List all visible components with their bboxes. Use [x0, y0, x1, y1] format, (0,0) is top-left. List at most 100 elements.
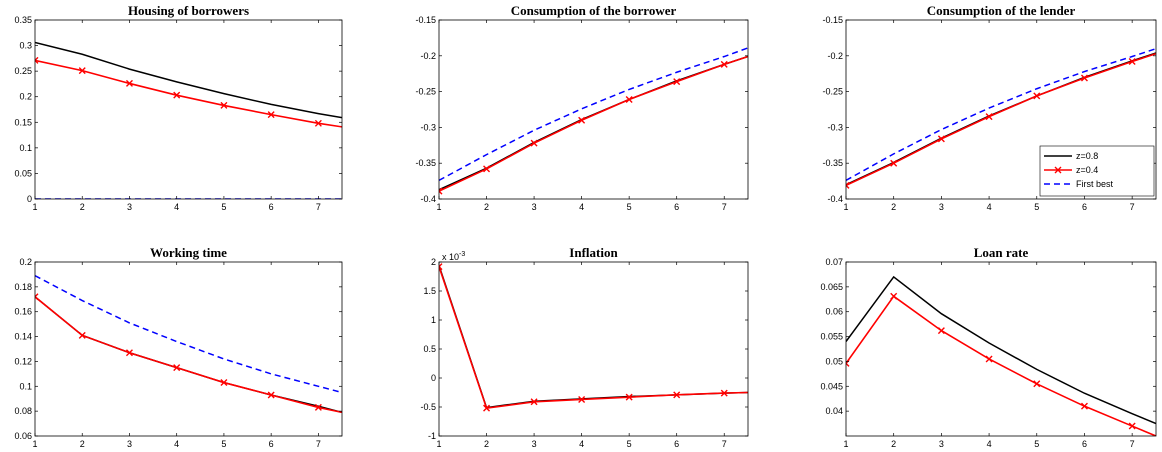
data-point-marker — [937, 135, 945, 143]
y-tick-label: 0.14 — [14, 332, 32, 342]
legend-label: First best — [1076, 179, 1114, 189]
data-point-marker — [173, 91, 181, 99]
x-tick-label: 5 — [627, 202, 632, 212]
axes-frame — [34, 19, 343, 200]
data-point-marker — [985, 113, 993, 121]
data-point-marker — [173, 364, 181, 372]
x-tick-label: 7 — [1130, 439, 1135, 449]
x-tick-label: 6 — [674, 202, 679, 212]
y-tick-label: 0.25 — [14, 66, 32, 76]
panel-title: Consumption of the lender — [927, 3, 1076, 18]
y-tick-label: -0.3 — [827, 122, 843, 132]
x-tick-label: 6 — [1082, 202, 1087, 212]
axis-exponent-power: -3 — [459, 251, 465, 258]
panel-title: Inflation — [569, 245, 618, 260]
data-point-marker — [314, 119, 322, 127]
data-point-marker — [220, 379, 228, 387]
series-line-z04 — [35, 296, 342, 414]
x-tick-label: 2 — [484, 439, 489, 449]
data-point-marker — [720, 389, 728, 397]
legend-label: z=0.8 — [1076, 151, 1098, 161]
y-tick-label: 1 — [431, 315, 436, 325]
series-line-z04 — [439, 266, 748, 410]
x-tick-label: 5 — [1034, 202, 1039, 212]
y-tick-label: -0.35 — [415, 158, 436, 168]
x-tick-label: 6 — [1082, 439, 1087, 449]
panel-5: Inflation -1 -0.5 0 0.5 1 1.5 2 1 2 3 4 5 6 7 x 10-3 — [420, 245, 749, 449]
y-tick-label: 0.2 — [19, 92, 32, 102]
data-point-marker — [35, 56, 39, 64]
x-tick-label: 4 — [174, 202, 179, 212]
data-point-marker — [578, 395, 586, 403]
data-point-marker — [314, 403, 322, 411]
series-line-z04 — [846, 52, 1156, 187]
y-tick-label: 0.07 — [825, 257, 843, 267]
y-tick-label: 0.1 — [19, 381, 32, 391]
data-point-marker — [1080, 74, 1088, 82]
data-point-marker — [1128, 58, 1136, 66]
x-tick-label: 5 — [221, 202, 226, 212]
data-point-marker — [35, 293, 39, 301]
panel-4: Working time 0.06 0.08 0.1 0.12 0.14 0.16 0.18 0… — [14, 245, 343, 449]
y-tick-label: -0.2 — [420, 51, 436, 61]
x-tick-label: 3 — [127, 202, 132, 212]
series-line-z08 — [846, 275, 1156, 425]
x-tick-label: 3 — [939, 202, 944, 212]
data-point-marker — [673, 78, 681, 86]
data-point-marker — [439, 187, 443, 195]
series-line-z04 — [439, 55, 748, 192]
x-tick-label: 1 — [843, 202, 848, 212]
y-tick-label: -0.3 — [420, 122, 436, 132]
data-point-marker — [890, 292, 898, 300]
y-tick-label: 0.18 — [14, 282, 32, 292]
y-tick-label: 0.05 — [825, 356, 843, 366]
series-group — [846, 47, 1156, 189]
series-group — [35, 275, 342, 414]
series-line-z08 — [439, 265, 748, 409]
y-tick-label: -0.35 — [822, 158, 843, 168]
x-tick-label: 1 — [32, 202, 37, 212]
data-point-marker — [530, 139, 538, 147]
x-tick-label: 4 — [987, 202, 992, 212]
x-tick-label: 7 — [722, 439, 727, 449]
x-tick-label: 2 — [484, 202, 489, 212]
series-line-first-best — [35, 275, 342, 394]
y-tick-label: -0.25 — [415, 87, 436, 97]
data-point-marker — [673, 391, 681, 399]
y-tick-label: 0.12 — [14, 356, 32, 366]
axis-exponent-label: x 10-3 — [442, 251, 465, 262]
series-line-z04 — [35, 59, 342, 128]
panel-1: Housing of borrowers 0 0.05 0.1 0.15 0.2 0.25 0… — [14, 3, 343, 212]
data-point-marker — [985, 355, 993, 363]
x-tick-label: 6 — [269, 202, 274, 212]
series-line-first-best — [439, 47, 748, 182]
x-tick-label: 2 — [891, 439, 896, 449]
x-tick-label: 4 — [174, 439, 179, 449]
panel-title: Housing of borrowers — [128, 3, 249, 18]
y-tick-label: 0.5 — [423, 344, 436, 354]
y-tick-label: 0 — [431, 373, 436, 383]
y-tick-label: 0.1 — [19, 143, 32, 153]
y-tick-label: 0.06 — [825, 307, 843, 317]
x-tick-label: 6 — [269, 439, 274, 449]
x-tick-label: 1 — [436, 202, 441, 212]
x-tick-label: 2 — [891, 202, 896, 212]
x-tick-label: 7 — [316, 202, 321, 212]
y-tick-label: 0.065 — [820, 282, 843, 292]
x-tick-label: 5 — [627, 439, 632, 449]
x-tick-label: 3 — [939, 439, 944, 449]
x-tick-label: 3 — [127, 439, 132, 449]
legend-label: z=0.4 — [1076, 165, 1098, 175]
panel-6: Loan rate 0.04 0.045 0.05 0.055 0.06 0.065 0.07… — [820, 245, 1157, 449]
x-tick-label: 6 — [674, 439, 679, 449]
x-tick-label: 2 — [80, 202, 85, 212]
legend: z=0.8 z=0.4 First best — [1039, 145, 1155, 197]
x-tick-label: 4 — [987, 439, 992, 449]
series-line-z08 — [35, 41, 342, 119]
panel-3: Consumption of the lender -0.4 -0.35 -0.3 -0… — [822, 3, 1157, 212]
y-tick-label: 1.5 — [423, 286, 436, 296]
data-point-marker — [267, 111, 275, 119]
data-point-marker — [483, 165, 491, 173]
y-tick-label: 0 — [27, 194, 32, 204]
series-line-z04 — [846, 295, 1156, 436]
